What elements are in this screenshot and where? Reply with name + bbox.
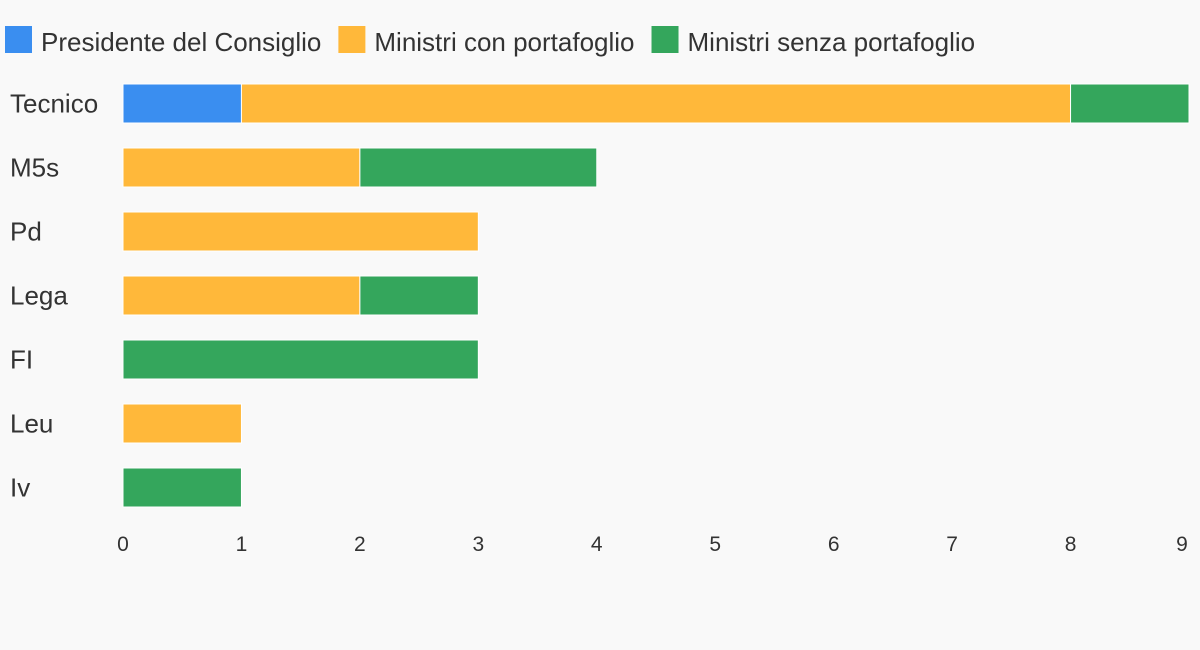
x-tick-label-6: 6 — [828, 533, 840, 556]
bar-m5s-ministri-con-portafoglio[interactable] — [122, 147, 361, 188]
bar-m5s-ministri-senza-portafoglio[interactable] — [359, 147, 598, 188]
bar-lega-ministri-con-portafoglio[interactable] — [122, 275, 361, 316]
legend-item-presidente-del-consiglio[interactable]: Presidente del Consiglio — [5, 26, 321, 57]
legend: Presidente del Consiglio Ministri con por… — [5, 26, 975, 57]
category-label-m5s: M5s — [10, 153, 59, 183]
legend-swatch — [651, 26, 679, 53]
category-label-leu: Leu — [10, 409, 53, 439]
bar-row-pd — [122, 211, 479, 252]
category-label-iv: Iv — [10, 473, 30, 503]
bar-row-iv — [122, 467, 242, 508]
x-tick-label-5: 5 — [709, 533, 721, 556]
bar-row-m5s — [122, 147, 598, 188]
bar-row-lega — [122, 275, 479, 316]
bar-tecnico-ministri-con-portafoglio[interactable] — [240, 83, 1072, 124]
bar-iv-ministri-senza-portafoglio[interactable] — [122, 467, 242, 508]
legend-swatch — [338, 26, 366, 53]
x-tick-label-0: 0 — [117, 533, 129, 556]
legend-swatch — [5, 26, 32, 53]
legend-label: Presidente del Consiglio — [41, 27, 321, 57]
bars — [122, 83, 1190, 508]
x-tick-label-7: 7 — [946, 533, 958, 556]
bar-tecnico-ministri-senza-portafoglio[interactable] — [1070, 83, 1190, 124]
bar-pd-ministri-con-portafoglio[interactable] — [122, 211, 479, 252]
category-labels: Tecnico M5s Pd Lega FI Leu Iv — [10, 89, 98, 503]
category-label-tecnico: Tecnico — [10, 89, 98, 119]
x-tick-label-9: 9 — [1176, 533, 1188, 556]
x-tick-label-3: 3 — [472, 533, 484, 556]
x-tick-label-1: 1 — [236, 533, 248, 556]
bar-row-fi — [122, 339, 479, 380]
legend-label: Ministri senza portafoglio — [688, 27, 976, 57]
category-label-pd: Pd — [10, 217, 42, 247]
bar-tecnico-presidente-del-consiglio[interactable] — [122, 83, 242, 124]
legend-item-ministri-con-portafoglio[interactable]: Ministri con portafoglio — [338, 26, 635, 57]
legend-label: Ministri con portafoglio — [374, 27, 634, 57]
category-label-lega: Lega — [10, 281, 68, 311]
bar-row-leu — [122, 403, 242, 444]
bar-lega-ministri-senza-portafoglio[interactable] — [359, 275, 479, 316]
bar-fi-ministri-senza-portafoglio[interactable] — [122, 339, 479, 380]
x-axis: 0 1 2 3 4 5 6 7 8 9 — [117, 533, 1188, 556]
bar-row-tecnico — [122, 83, 1190, 124]
x-tick-label-4: 4 — [591, 533, 603, 556]
x-tick-label-2: 2 — [354, 533, 366, 556]
bar-leu-ministri-con-portafoglio[interactable] — [122, 403, 242, 444]
legend-item-ministri-senza-portafoglio[interactable]: Ministri senza portafoglio — [651, 26, 976, 57]
category-label-fi: FI — [10, 345, 33, 375]
x-tick-label-8: 8 — [1065, 533, 1077, 556]
